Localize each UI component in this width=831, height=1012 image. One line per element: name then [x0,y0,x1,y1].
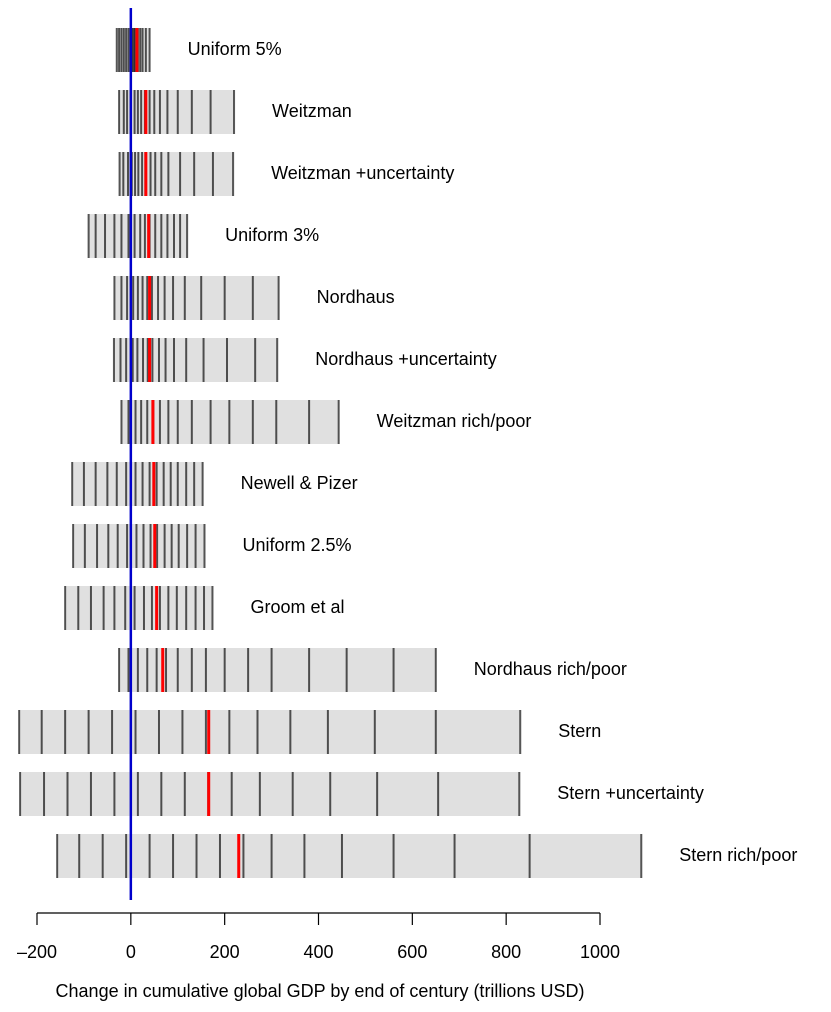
range-band [119,152,234,196]
range-band [88,214,188,258]
range-band [19,710,521,754]
x-tick-label: 200 [210,942,240,962]
series-label: Stern [558,721,601,741]
range-band [72,462,203,506]
range-band [20,772,520,816]
series-label: Nordhaus +uncertainty [315,349,497,369]
x-tick-label: 0 [126,942,136,962]
series-label: Nordhaus rich/poor [474,659,627,679]
range-band [119,648,436,692]
range-band [65,586,213,630]
series-label: Nordhaus [317,287,395,307]
series-label: Uniform 5% [188,39,282,59]
x-tick-label: 400 [303,942,333,962]
range-band [119,90,235,134]
x-tick-label: 1000 [580,942,620,962]
series-label: Weitzman +uncertainty [271,163,454,183]
series-label: Stern rich/poor [679,845,797,865]
range-band [113,338,278,382]
x-tick-label: 800 [491,942,521,962]
series-label: Stern +uncertainty [557,783,704,803]
series-label: Newell & Pizer [241,473,358,493]
range-band [114,276,279,320]
series-label: Weitzman [272,101,352,121]
x-axis-label: Change in cumulative global GDP by end o… [56,981,585,1001]
series-label: Groom et al [250,597,344,617]
x-tick-label: –200 [17,942,57,962]
series-label: Weitzman rich/poor [377,411,532,431]
x-tick-label: 600 [397,942,427,962]
range-band [57,834,642,878]
series-label: Uniform 2.5% [242,535,351,555]
series-label: Uniform 3% [225,225,319,245]
range-band [73,524,205,568]
